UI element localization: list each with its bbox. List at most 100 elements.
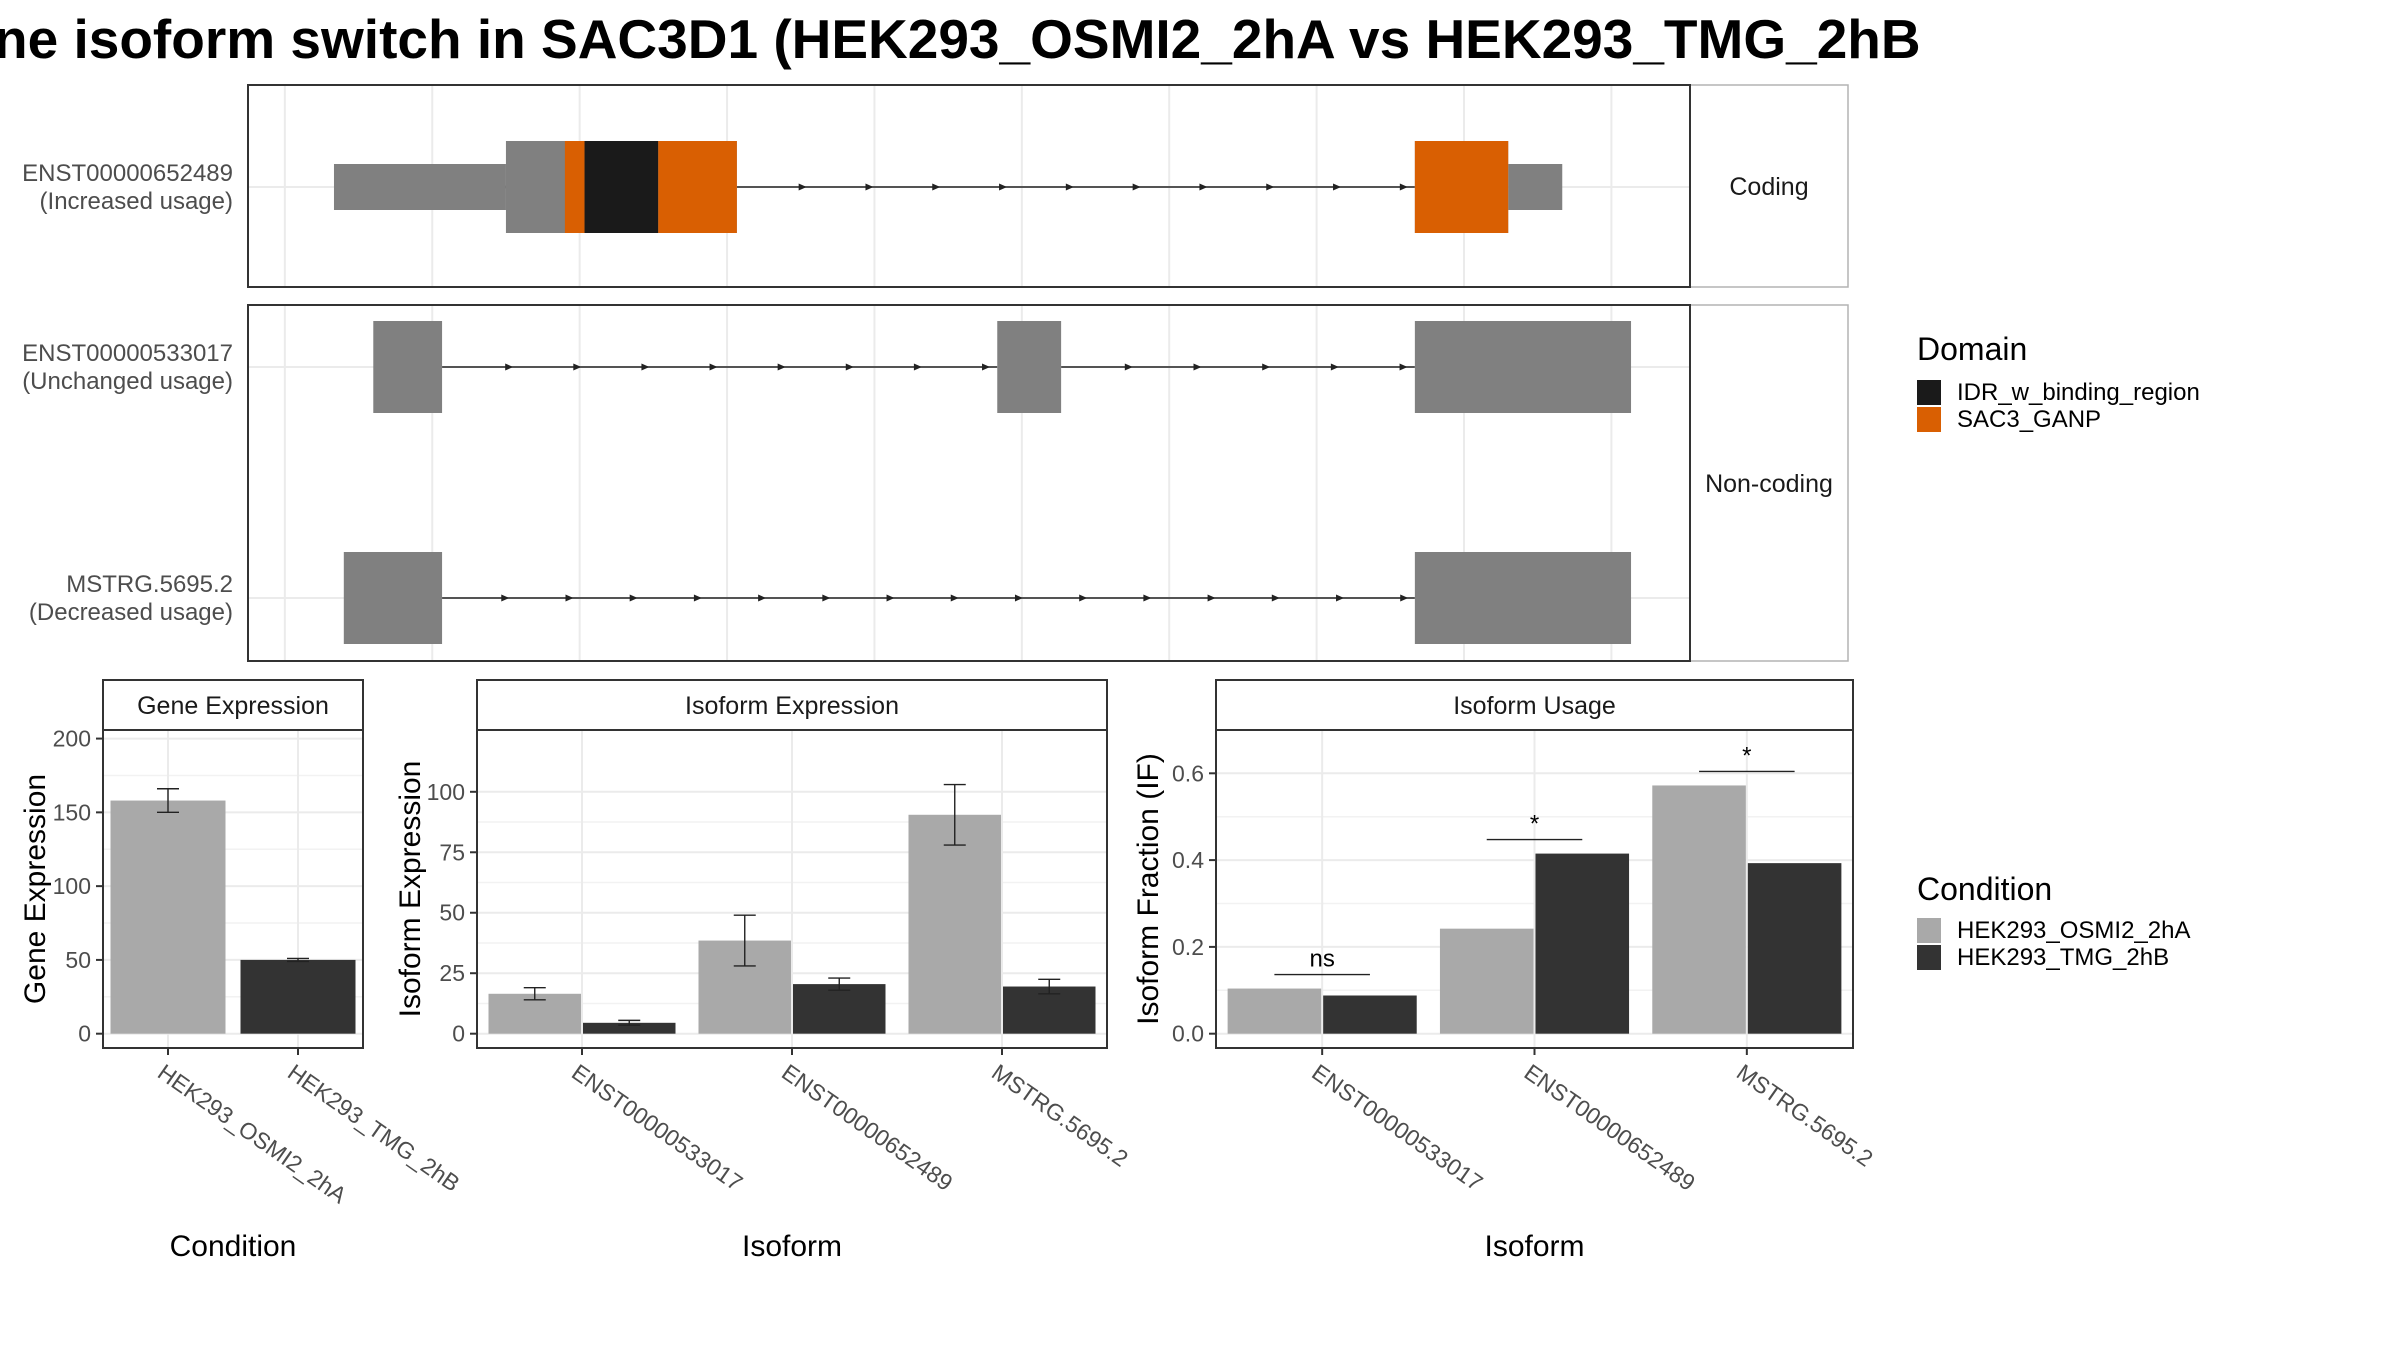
strand-arrow — [1199, 183, 1208, 191]
facet-strip-label: Isoform Usage — [1453, 692, 1616, 720]
strand-arrow — [1400, 594, 1409, 602]
strand-arrow — [886, 594, 895, 602]
facet-strip — [476, 679, 1108, 731]
x-axis-title: Isoform — [1484, 1230, 1584, 1263]
strand-arrow — [1132, 183, 1141, 191]
strand-arrow — [1333, 183, 1342, 191]
bar — [908, 814, 1001, 1034]
strand-arrow — [1266, 183, 1275, 191]
exon-block — [1414, 321, 1632, 413]
bar — [1652, 785, 1746, 1034]
exon-block — [373, 321, 443, 413]
y-tick-label: 100 — [53, 873, 91, 899]
strand-arrow — [982, 363, 991, 371]
exon-block — [997, 321, 1062, 413]
y-axis-title: Isoform Expression — [394, 761, 427, 1018]
significance-label: ns — [1309, 946, 1334, 973]
strand-arrow — [822, 594, 831, 602]
facet-strip-label: Isoform Expression — [685, 692, 899, 720]
y-tick-label: 0 — [452, 1021, 465, 1047]
figure-title: ne isoform switch in SAC3D1 (HEK293_OSMI… — [0, 8, 1921, 70]
x-tick-label: ENST00000652489 — [777, 1059, 957, 1196]
strand-arrow — [505, 363, 514, 371]
legend-key-HEK293_OSMI2_2hA — [1917, 918, 1941, 943]
legend-label: HEK293_OSMI2_2hA — [1957, 917, 2190, 944]
exon-block — [333, 164, 506, 210]
strand-arrow — [798, 183, 807, 191]
y-axis-title: Isoform Fraction (IF) — [1132, 753, 1165, 1025]
strand-arrow — [1399, 183, 1408, 191]
transcript-MSTRG.5695.2: MSTRG.5695.2(Decreased usage) — [29, 552, 1632, 644]
strand-arrow — [1336, 594, 1345, 602]
strand-arrow — [709, 363, 718, 371]
strand-arrow — [758, 594, 767, 602]
facet-strip — [1689, 84, 1849, 288]
transcript-ENST00000652489: ENST00000652489(Increased usage) — [22, 141, 1563, 233]
strand-arrow — [865, 183, 874, 191]
facet-strip-label: Coding — [1729, 173, 1808, 201]
structure-panel-coding: Coding ENST00000652489(Increased usage) — [22, 84, 1849, 288]
x-axis-title: Condition — [170, 1230, 297, 1263]
domain-SAC3_GANP — [658, 141, 737, 233]
bar — [1747, 863, 1842, 1034]
y-tick-label: 50 — [439, 900, 465, 926]
x-tick-label: ENST00000652489 — [1520, 1059, 1700, 1196]
strand-arrow — [565, 594, 574, 602]
y-tick-label: 0.2 — [1172, 934, 1204, 960]
y-tick-label: 0.6 — [1172, 760, 1204, 786]
bar — [583, 1022, 676, 1034]
bar — [1227, 988, 1322, 1034]
significance-label: * — [1530, 811, 1539, 838]
transcript-name: ENST00000652489 — [22, 160, 233, 187]
transcript-structure-panel: Coding ENST00000652489(Increased usage) No… — [22, 84, 1849, 662]
y-tick-label: 50 — [65, 947, 91, 973]
facet-strip-label: Non-coding — [1705, 470, 1833, 498]
strand-arrow — [1330, 363, 1339, 371]
y-axis-title: Gene Expression — [19, 774, 52, 1004]
y-tick-label: 0.4 — [1172, 847, 1204, 873]
strand-arrow — [913, 363, 922, 371]
strand-arrow — [1271, 594, 1280, 602]
transcript-usage-label: (Increased usage) — [40, 188, 233, 215]
x-tick-label: MSTRG.5695.2 — [1732, 1059, 1878, 1172]
strand-arrow — [999, 183, 1008, 191]
x-tick-label: ENST00000533017 — [1307, 1059, 1487, 1196]
strand-arrow — [932, 183, 941, 191]
bar-panel-isoform-usage: ns * * Isoform Usage 0.0 0.2 0.4 0.6 ENST0000053… — [1132, 679, 1878, 1263]
strand-arrow — [1079, 594, 1088, 602]
bar — [1323, 995, 1417, 1034]
legend-label: HEK293_TMG_2hB — [1957, 944, 2169, 971]
bar — [793, 984, 886, 1034]
exon-block — [343, 552, 443, 644]
x-axis-title: Isoform — [742, 1230, 842, 1263]
panel-border — [247, 304, 1691, 662]
strand-arrow — [629, 594, 638, 602]
legend-title: Domain — [1917, 331, 2027, 367]
structure-panel-noncoding: Non-coding ENST00000533017(Unchanged usag… — [22, 304, 1849, 662]
strand-arrow — [1143, 594, 1152, 602]
bar — [1535, 853, 1630, 1034]
legend-key-IDR_w_binding_region — [1917, 380, 1941, 405]
expression-panels: Gene Expression050100150200HEK293_OSMI2_… — [19, 679, 1878, 1263]
legend-title: Condition — [1917, 871, 2052, 907]
y-tick-label: 200 — [53, 726, 91, 752]
domain-SAC3_GANP — [564, 141, 585, 233]
y-tick-label: 0.0 — [1172, 1021, 1204, 1047]
strand-arrow — [777, 363, 786, 371]
facet-strip — [1689, 304, 1849, 662]
strand-arrow — [1014, 594, 1023, 602]
strand-arrow — [1065, 183, 1074, 191]
transcript-name: MSTRG.5695.2 — [66, 571, 233, 598]
transcript-name: ENST00000533017 — [22, 340, 233, 367]
significance-label: * — [1742, 742, 1751, 769]
facet-strip-label: Gene Expression — [137, 692, 329, 720]
transcript-usage-label: (Unchanged usage) — [22, 368, 233, 395]
bar — [110, 800, 226, 1034]
bar-panel-isoform-expression: Isoform Expression 0 25 50 75 100 ENST00000533… — [394, 679, 1133, 1263]
facet-strip — [102, 679, 364, 731]
strand-arrow — [693, 594, 702, 602]
transcript-ENST00000533017: ENST00000533017(Unchanged usage) — [22, 321, 1632, 413]
strand-arrow — [573, 363, 582, 371]
